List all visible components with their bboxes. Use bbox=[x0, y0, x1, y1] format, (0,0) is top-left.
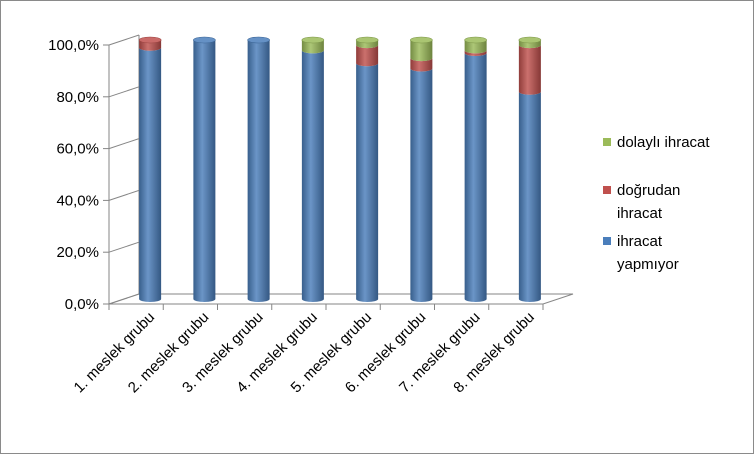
bar-segment bbox=[139, 47, 162, 302]
bar-segment bbox=[410, 68, 433, 303]
y-tick-label: 40,0% bbox=[56, 192, 99, 209]
y-side-tick bbox=[108, 138, 140, 150]
y-side-tick bbox=[108, 34, 140, 46]
legend-label: ihracat bbox=[617, 205, 663, 222]
bar-segment bbox=[410, 58, 433, 72]
bar-segment bbox=[464, 40, 487, 54]
legend-swatch bbox=[603, 237, 611, 245]
bar-segment bbox=[518, 91, 541, 302]
bar-top-cap bbox=[138, 36, 162, 44]
bar-segment bbox=[247, 40, 270, 302]
legend: dolaylı ihracat doğrudan ihracat ihracat yap… bbox=[603, 134, 710, 273]
legend-label: doğrudan bbox=[617, 182, 680, 199]
bar-stack bbox=[247, 36, 270, 302]
y-side-tick bbox=[108, 189, 140, 201]
y-tick-labels: 0,0% 20,0% 40,0% 60,0% 80,0% 100,0% bbox=[48, 37, 99, 313]
y-tick-label: 60,0% bbox=[56, 141, 99, 158]
bar-stack bbox=[138, 36, 162, 302]
legend-label: dolaylı ihracat bbox=[617, 134, 710, 151]
bar-stack bbox=[301, 36, 325, 302]
bar-top-cap bbox=[301, 36, 325, 44]
axes bbox=[103, 34, 574, 310]
bar-stack bbox=[193, 36, 216, 302]
y-tick-label: 100,0% bbox=[48, 37, 99, 54]
bar-stack bbox=[410, 36, 433, 303]
bar-segment bbox=[193, 40, 216, 302]
bar-segment bbox=[518, 40, 541, 49]
legend-swatch bbox=[603, 186, 611, 194]
chart-floor bbox=[108, 293, 574, 305]
bar-top-cap bbox=[464, 36, 487, 44]
bar-segment bbox=[464, 50, 487, 56]
bar-stack bbox=[518, 36, 542, 302]
bar-segment bbox=[301, 40, 324, 54]
bar-top-cap bbox=[193, 36, 216, 44]
y-side-tick bbox=[108, 241, 140, 253]
bar-top-cap bbox=[518, 36, 542, 44]
legend-item: ihracat yapmıyor bbox=[603, 233, 679, 273]
bar-segment bbox=[356, 45, 379, 67]
legend-label: yapmıyor bbox=[617, 256, 679, 273]
bar-segment bbox=[301, 50, 324, 302]
bars bbox=[138, 36, 542, 303]
bar-segment bbox=[410, 40, 433, 62]
bar-stack bbox=[464, 36, 487, 303]
bar-segment bbox=[356, 40, 379, 49]
y-side-tick bbox=[108, 86, 140, 98]
legend-swatch bbox=[603, 138, 611, 146]
bar-segment bbox=[518, 45, 541, 95]
bar-segment bbox=[356, 63, 379, 303]
legend-item: doğrudan ihracat bbox=[603, 182, 680, 222]
legend-label: ihracat bbox=[617, 233, 663, 250]
y-tick-label: 80,0% bbox=[56, 89, 99, 106]
bar-top-cap bbox=[355, 36, 379, 44]
bar-top-cap bbox=[410, 36, 433, 44]
legend-item: dolaylı ihracat bbox=[603, 134, 710, 151]
y-side-tick bbox=[108, 293, 140, 305]
y-tick-label: 0,0% bbox=[65, 296, 99, 313]
bar-top-cap bbox=[247, 36, 270, 44]
bar-segment bbox=[464, 52, 487, 303]
bar-stack bbox=[355, 36, 379, 303]
y-tick-label: 20,0% bbox=[56, 244, 99, 261]
